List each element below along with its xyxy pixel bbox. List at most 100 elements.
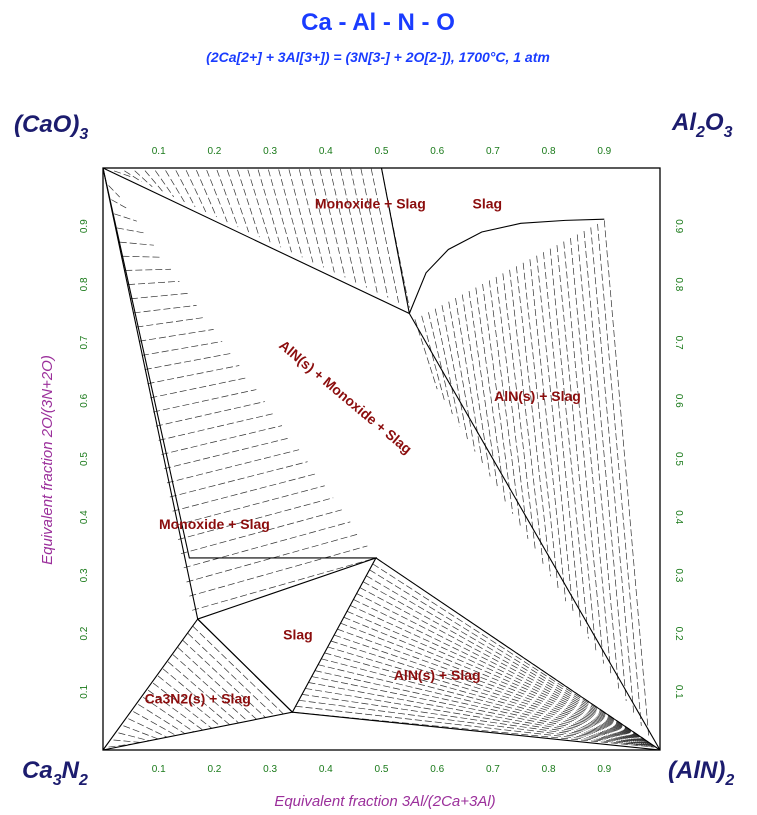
y-tick-label-left: 0.1: [79, 684, 90, 698]
tie-line: [154, 170, 174, 198]
x-tick-label-top: 0.9: [597, 146, 611, 157]
x-tick-label-bottom: 0.1: [152, 764, 166, 775]
y-tick-label-left: 0.9: [79, 219, 90, 233]
tie-line: [166, 449, 300, 484]
tie-line: [257, 169, 282, 248]
tie-line: [167, 661, 239, 724]
tie-line: [133, 305, 197, 314]
region-label: Slag: [473, 196, 503, 212]
tie-line: [295, 705, 655, 748]
tie-line: [138, 704, 185, 734]
tie-line: [597, 223, 642, 726]
region-label: Monoxide + Slag: [315, 196, 426, 212]
tie-line: [189, 545, 368, 597]
chart-subtitle: (2Ca[2+] + 3Al[3+]) = (3N[3-] + 2O[2-]),…: [206, 49, 550, 65]
tie-line: [172, 473, 317, 512]
tie-line: [111, 199, 129, 210]
corner-label-top-left: (CaO)3: [14, 111, 88, 143]
x-tick-label-bottom: 0.6: [430, 764, 444, 775]
region-label: Slag: [283, 626, 313, 642]
tie-line: [175, 485, 325, 526]
tie-line: [196, 170, 217, 218]
x-tick-label-top: 0.6: [430, 146, 444, 157]
x-tick-label-bottom: 0.2: [207, 764, 221, 775]
tie-line: [346, 611, 648, 742]
tie-line: [128, 280, 180, 285]
tie-line: [237, 169, 260, 238]
tie-line: [516, 266, 551, 577]
tie-line: [369, 569, 645, 740]
corner-label-bottom-left: Ca3N2: [22, 757, 88, 789]
tie-line: [301, 694, 654, 747]
tie-line: [114, 213, 137, 222]
tie-line: [118, 732, 149, 741]
tie-line: [180, 509, 342, 555]
phase-boundary: [408, 313, 661, 751]
tie-line: [549, 248, 589, 639]
tie-line: [350, 605, 647, 742]
y-tick-label-left: 0.8: [79, 277, 90, 291]
tie-line: [178, 497, 334, 540]
tie-line: [165, 170, 185, 203]
tie-line: [563, 241, 604, 664]
tie-line: [143, 697, 194, 733]
tie-line: [543, 252, 582, 627]
corner-label-top-right: Al2O3: [671, 109, 733, 141]
plot-frame: [102, 167, 661, 751]
phase-boundary: [375, 557, 661, 751]
tie-line: [169, 461, 308, 498]
x-tick-label-bottom: 0.5: [375, 764, 389, 775]
region-label: Ca3N2(s) + Slag: [145, 690, 251, 706]
tie-line: [150, 377, 248, 399]
tie-line: [108, 743, 131, 748]
tie-line: [318, 664, 652, 745]
region-label: AlN(s) + Slag: [394, 667, 481, 683]
tie-line: [522, 262, 559, 589]
tie-lines: [108, 168, 655, 748]
tie-line: [455, 298, 483, 465]
tie-line: [475, 287, 506, 502]
y-tick-label-left: 0.2: [79, 626, 90, 640]
tie-line: [334, 634, 649, 744]
corner-label-bottom-right: (AlN)2: [668, 757, 734, 789]
phase-boundary: [380, 167, 410, 314]
y-axis-title: Equivalent fraction 2O/(3N+2O): [39, 355, 56, 565]
tie-line: [583, 230, 627, 701]
tie-line: [329, 168, 357, 283]
tie-line: [482, 283, 514, 514]
tie-line: [161, 425, 283, 455]
tie-line: [461, 294, 491, 477]
tie-line: [321, 658, 651, 745]
chart-title: Ca - Al - N - O: [301, 9, 455, 36]
tie-line: [327, 646, 650, 744]
x-tick-label-top: 0.4: [319, 146, 333, 157]
tie-line: [370, 168, 399, 303]
tie-line: [448, 301, 476, 452]
tie-line: [570, 238, 612, 677]
tie-line: [362, 581, 646, 741]
tie-line: [340, 168, 367, 288]
tie-line: [350, 168, 378, 293]
tie-line: [603, 220, 650, 739]
tie-line: [192, 625, 284, 715]
tie-line: [360, 168, 389, 298]
tie-line: [308, 682, 653, 746]
tie-line: [158, 413, 274, 441]
tie-line: [536, 255, 574, 614]
x-tick-label-bottom: 0.8: [542, 764, 556, 775]
tie-line: [152, 682, 212, 729]
region-label: AlN(s) + Slag: [494, 388, 581, 404]
tie-line: [468, 291, 499, 489]
tie-line: [495, 276, 529, 539]
region-labels: Monoxide + Slag Slag AlN(s) + Monoxide + S…: [145, 196, 581, 707]
tie-line: [124, 170, 142, 183]
x-tick-label-bottom: 0.3: [263, 764, 277, 775]
tie-line: [128, 718, 167, 738]
tie-line: [428, 312, 453, 415]
tie-line: [113, 739, 140, 743]
tie-line: [247, 169, 271, 243]
tie-line: [324, 652, 651, 745]
tie-line: [298, 699, 654, 747]
tie-line: [372, 563, 644, 739]
